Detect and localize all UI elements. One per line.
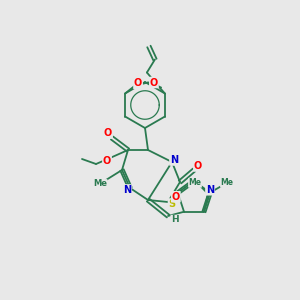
Text: N: N	[123, 185, 131, 195]
Text: N: N	[170, 155, 178, 165]
Text: O: O	[134, 79, 142, 88]
Text: N: N	[206, 185, 214, 195]
Text: H: H	[171, 215, 179, 224]
Text: O: O	[104, 128, 112, 138]
Text: O: O	[172, 192, 180, 202]
Text: Me: Me	[93, 179, 107, 188]
Text: S: S	[168, 199, 175, 209]
Text: Me: Me	[220, 178, 233, 187]
Text: Me: Me	[188, 178, 202, 187]
Text: O: O	[194, 161, 202, 171]
Text: O: O	[150, 77, 158, 88]
Text: O: O	[103, 156, 111, 166]
